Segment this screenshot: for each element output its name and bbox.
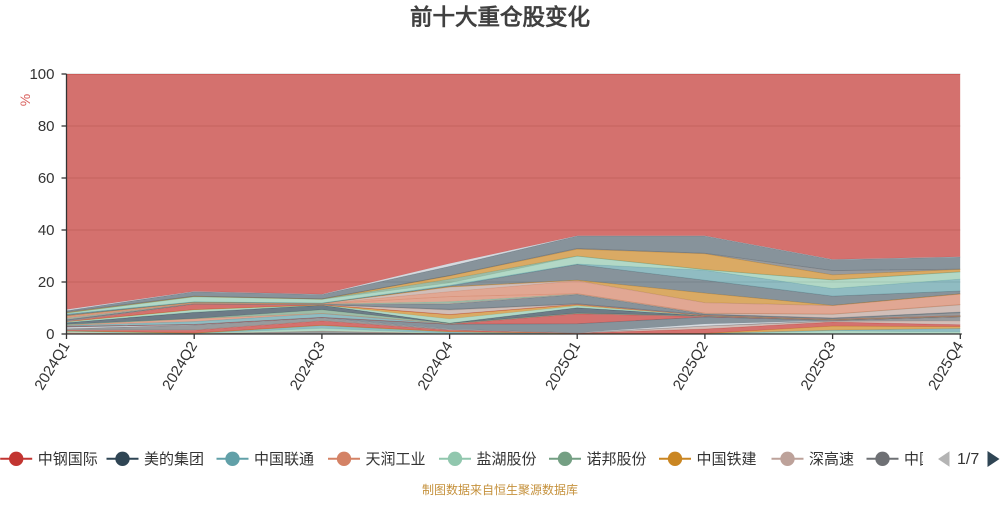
svg-text:深高速: 深高速 (809, 451, 854, 468)
svg-text:中国联通: 中国联通 (254, 451, 314, 468)
svg-text:100: 100 (29, 66, 54, 83)
svg-text:40: 40 (38, 222, 55, 239)
svg-text:%: % (17, 94, 33, 106)
svg-text:诺邦股份: 诺邦股份 (587, 451, 647, 468)
svg-text:60: 60 (38, 170, 55, 187)
svg-text:80: 80 (38, 118, 55, 135)
svg-text:0: 0 (46, 326, 54, 343)
svg-text:中国铁建: 中国铁建 (697, 451, 757, 468)
svg-text:制图数据来自恒生聚源数据库: 制图数据来自恒生聚源数据库 (422, 482, 578, 497)
svg-text:1/7: 1/7 (957, 451, 979, 468)
svg-text:中钢国际: 中钢国际 (38, 451, 98, 468)
svg-text:前十大重仓股变化: 前十大重仓股变化 (410, 4, 591, 30)
svg-text:天润工业: 天润工业 (366, 451, 426, 468)
svg-text:中国: 中国 (904, 451, 934, 468)
svg-text:美的集团: 美的集团 (144, 451, 204, 468)
svg-text:20: 20 (38, 274, 55, 291)
svg-text:盐湖股份: 盐湖股份 (477, 451, 537, 468)
